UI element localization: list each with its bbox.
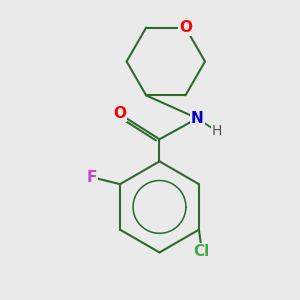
Text: O: O — [179, 20, 192, 35]
Text: Cl: Cl — [194, 244, 210, 259]
Text: O: O — [113, 106, 126, 122]
Text: H: H — [211, 124, 222, 138]
Text: F: F — [87, 170, 97, 185]
Text: N: N — [191, 111, 204, 126]
